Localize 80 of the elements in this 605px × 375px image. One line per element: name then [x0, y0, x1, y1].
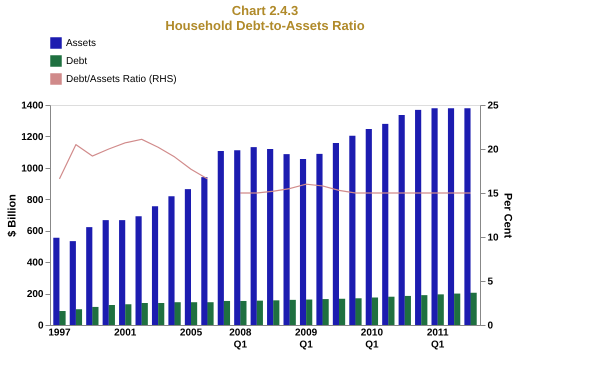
- bar: [421, 295, 428, 325]
- bar: [142, 303, 148, 325]
- bar: [234, 150, 240, 325]
- y2-tick-label: 20: [488, 144, 500, 156]
- bar: [218, 151, 224, 325]
- bar: [290, 300, 296, 325]
- y-tick-label: 200: [26, 289, 44, 300]
- bar: [86, 227, 92, 325]
- bar: [273, 300, 280, 325]
- bar: [250, 147, 257, 325]
- bar: [152, 206, 158, 325]
- bar: [398, 115, 405, 325]
- y2-tick-label: 25: [488, 100, 500, 112]
- legend-label: Assets: [66, 38, 96, 49]
- bar: [454, 294, 460, 325]
- bar: [415, 110, 422, 325]
- x-tick-label: 2009 Q1: [294, 328, 318, 350]
- bar: [53, 238, 60, 325]
- bar: [438, 294, 444, 325]
- bar: [207, 302, 214, 325]
- y2-tick-label: 5: [488, 276, 494, 288]
- bar: [322, 299, 329, 325]
- y2-axis-title: Per Cent: [502, 192, 514, 238]
- bar: [404, 296, 411, 325]
- bar: [201, 177, 208, 325]
- x-tick-label: 2001: [114, 328, 137, 338]
- bar: [240, 300, 246, 325]
- y2-tick-label: 0: [488, 320, 494, 332]
- y-tick-label: 1200: [21, 132, 44, 143]
- x-tick-label: 2010 Q1: [360, 328, 384, 350]
- bar: [76, 309, 82, 325]
- bar: [70, 241, 76, 325]
- bar: [470, 292, 477, 325]
- bar: [349, 136, 356, 325]
- y2-tick-label: 15: [488, 188, 500, 200]
- bar: [464, 108, 471, 325]
- x-tick-label: 2008 Q1: [229, 328, 252, 350]
- x-tick-label: 2011 Q1: [426, 328, 449, 350]
- bar: [136, 216, 142, 325]
- y-tick-label: 1000: [21, 163, 44, 174]
- bar: [174, 302, 181, 325]
- bar: [92, 306, 99, 325]
- legend-label: Debt: [66, 56, 88, 67]
- bar: [431, 108, 438, 325]
- bar: [366, 129, 372, 325]
- bar: [168, 196, 175, 325]
- x-tick-label: 2005: [180, 328, 203, 338]
- bar: [267, 149, 274, 325]
- bar: [125, 304, 132, 325]
- bar: [256, 300, 263, 325]
- bar: [191, 302, 198, 325]
- bar: [306, 300, 312, 325]
- bar: [300, 159, 306, 325]
- y-axis-title: $ Billion: [6, 194, 18, 237]
- bar: [372, 298, 378, 325]
- bar: [382, 124, 388, 325]
- y-tick-label: 400: [26, 258, 44, 269]
- y2-tick-label: 10: [488, 232, 500, 244]
- y-tick-label: 0: [38, 320, 44, 332]
- bar: [388, 296, 394, 325]
- legend-label: Debt/Assets Ratio (RHS): [66, 74, 177, 85]
- bar: [158, 303, 164, 325]
- x-tick-label: 1997: [48, 328, 72, 338]
- bar: [184, 189, 192, 325]
- y-tick-label: 600: [26, 226, 44, 238]
- bar: [448, 108, 454, 325]
- bar: [108, 305, 115, 325]
- bar: [119, 220, 126, 325]
- text: Household Debt-to-Assets Ratio: [165, 18, 365, 33]
- bar: [316, 154, 323, 325]
- bar: [338, 298, 346, 325]
- y-tick-label: 800: [26, 194, 44, 206]
- bar: [355, 298, 362, 325]
- bar: [59, 311, 66, 325]
- bar: [102, 220, 109, 325]
- bar: [284, 154, 290, 325]
- text: Chart 2.4.3: [232, 3, 298, 18]
- y-tick-label: 1400: [21, 100, 44, 112]
- bar: [224, 300, 230, 325]
- bar: [332, 143, 339, 325]
